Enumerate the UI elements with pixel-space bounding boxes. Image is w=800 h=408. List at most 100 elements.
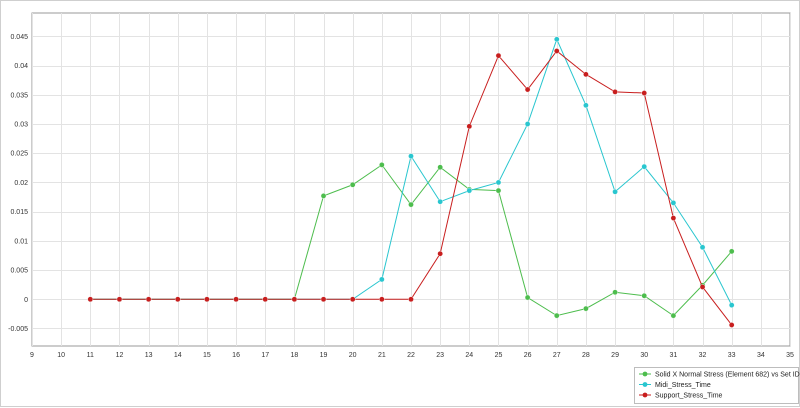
x-tick-label: 19: [320, 352, 328, 359]
data-point: [612, 188, 618, 195]
data-point: [437, 164, 443, 171]
legend[interactable]: Solid X Normal Stress (Element 682) vs S…: [634, 367, 800, 404]
data-point: [233, 296, 239, 303]
data-point: [728, 248, 735, 255]
data-point: [87, 296, 94, 303]
x-tick-label: 22: [407, 352, 415, 359]
data-point: [583, 305, 589, 312]
data-point: [145, 296, 152, 303]
y-tick-label: 0.035: [10, 92, 28, 99]
x-tick-label: 17: [261, 352, 269, 359]
y-tick-label: 0.045: [10, 34, 28, 41]
data-point: [670, 312, 677, 319]
data-point: [670, 215, 677, 221]
x-tick-label: 25: [495, 352, 503, 359]
legend-box: [634, 367, 799, 404]
data-point: [583, 102, 589, 109]
data-point: [553, 36, 560, 43]
data-point: [408, 153, 414, 159]
x-tick-label: 28: [582, 352, 590, 359]
x-tick-label: 11: [87, 352, 94, 359]
x-tick-label: 33: [728, 352, 736, 359]
x-tick-label: 35: [786, 352, 794, 359]
axes: 9 10 11 12 13 14 15 16 17 18 19 20 21 22 23 24 25 26 27 28 2…: [8, 34, 794, 359]
y-tick-label: 0.03: [14, 122, 28, 129]
x-tick-label: 29: [611, 352, 619, 359]
y-tick-label: 0: [24, 297, 28, 304]
data-point: [437, 198, 443, 205]
data-point: [174, 296, 181, 303]
legend-label: Support_Stress_Time: [655, 393, 723, 400]
y-tick-label: 0.025: [10, 151, 28, 158]
x-tick-label: 21: [378, 352, 386, 359]
data-point: [204, 296, 210, 303]
x-tick-label: 18: [290, 352, 298, 359]
x-tick-label: 27: [553, 352, 561, 359]
data-point: [349, 181, 356, 188]
y-tick-label: 0.01: [14, 238, 28, 245]
x-tick-label: 32: [699, 352, 707, 359]
data-point: [728, 322, 735, 328]
y-tick-label: 0.04: [14, 63, 28, 70]
data-point: [524, 294, 531, 301]
y-tick-label: 0.02: [14, 180, 28, 187]
series-3: [87, 48, 735, 328]
data-point: [495, 179, 502, 186]
x-tick-label: 20: [349, 352, 357, 359]
data-point: [612, 289, 618, 296]
x-tick-label: 14: [174, 352, 182, 359]
y-tick-label: 0.005: [10, 268, 28, 275]
x-tick-label: 34: [757, 352, 765, 359]
data-point: [262, 296, 269, 303]
data-point: [320, 193, 327, 199]
data-point: [291, 296, 298, 303]
x-tick-label: 30: [640, 352, 648, 359]
data-point: [524, 86, 531, 93]
data-point: [379, 162, 385, 168]
data-point: [349, 296, 356, 303]
data-point: [408, 201, 414, 208]
data-point: [728, 302, 735, 308]
x-tick-label: 24: [465, 352, 473, 359]
data-point: [641, 292, 648, 299]
data-point: [524, 121, 531, 127]
x-tick-label: 13: [145, 352, 153, 359]
data-point: [437, 250, 443, 257]
data-point: [466, 123, 473, 130]
y-tick-label: -0.005: [8, 326, 28, 333]
data-point: [699, 244, 706, 251]
x-tick-label: 9: [30, 352, 34, 359]
y-tick-label: 0.015: [10, 209, 28, 216]
x-tick-label: 16: [232, 352, 240, 359]
data-point: [116, 296, 123, 303]
grid: [31, 12, 791, 347]
data-point: [670, 200, 677, 206]
legend-label: Midi_Stress_Time: [655, 382, 711, 389]
data-point: [553, 312, 560, 319]
data-point: [641, 163, 648, 170]
x-tick-label: 12: [116, 352, 124, 359]
legend-swatch-marker: [642, 371, 648, 377]
data-point: [699, 284, 706, 290]
data-point: [466, 187, 473, 194]
x-tick-label: 31: [669, 352, 677, 359]
data-point: [641, 90, 648, 96]
x-tick-label: 23: [436, 352, 444, 359]
legend-label: Solid X Normal Stress (Element 682) vs S…: [655, 372, 800, 379]
series-layer: [87, 36, 735, 328]
data-point: [408, 296, 414, 303]
data-point: [583, 71, 589, 78]
data-point: [379, 296, 385, 303]
legend-swatch-marker: [642, 392, 648, 398]
data-point: [320, 296, 327, 303]
x-tick-label: 10: [57, 352, 65, 359]
data-point: [612, 89, 618, 95]
x-tick-label: 26: [524, 352, 532, 359]
data-point: [495, 187, 502, 194]
x-tick-label: 15: [203, 352, 211, 359]
data-point: [379, 276, 385, 283]
legend-swatch-marker: [642, 382, 648, 387]
data-point: [553, 48, 560, 54]
